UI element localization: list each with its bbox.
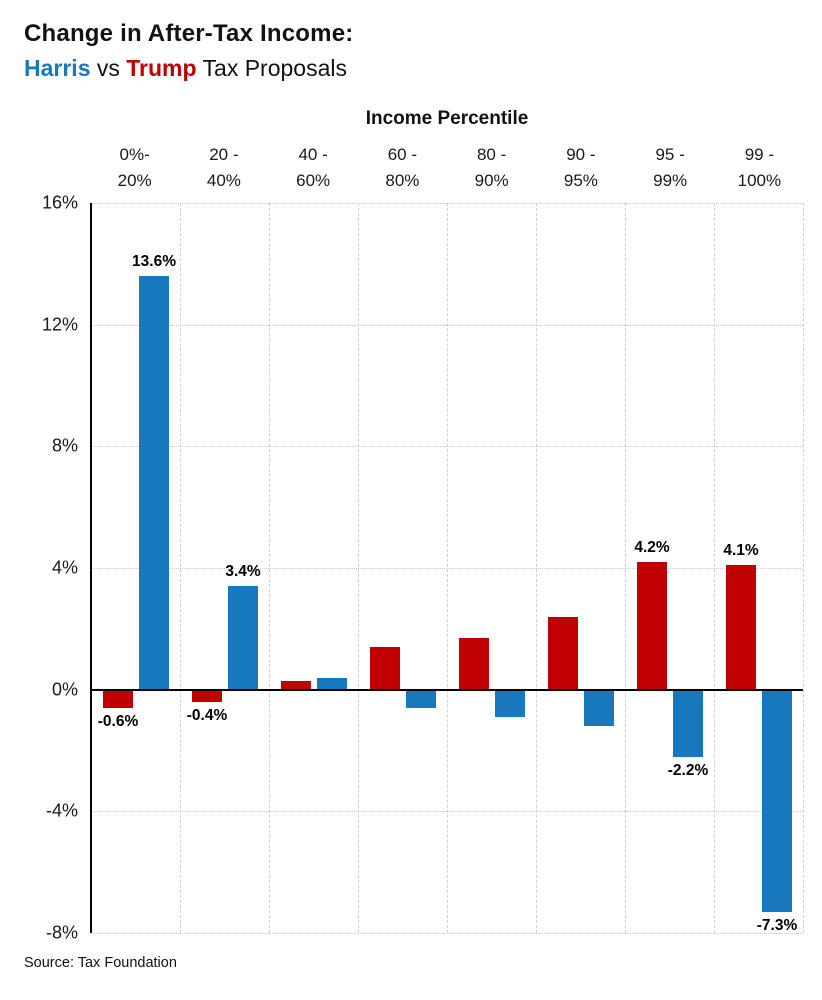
bar-trump xyxy=(103,689,133,708)
bar-trump xyxy=(459,637,489,690)
bar-value-label: -2.2% xyxy=(667,761,709,779)
category-label: 90 -95% xyxy=(563,145,598,190)
bar-trump xyxy=(192,689,222,702)
plot-area: -0.6% 13.6% -0.4% 3.4% 4.2% -2.2% 4.1% -7.3% xyxy=(90,203,804,934)
bar-value-label: 3.4% xyxy=(225,563,261,581)
bar-trump xyxy=(548,616,578,690)
source-note: Source: Tax Foundation xyxy=(24,955,177,971)
trump-label: Trump xyxy=(126,55,197,81)
category-label: 80 -90% xyxy=(474,145,509,190)
bar-harris xyxy=(673,689,703,757)
bar-harris xyxy=(317,677,347,690)
columns-layer: -0.6% 13.6% -0.4% 3.4% 4.2% -2.2% 4.1% -7.3% xyxy=(92,203,803,934)
y-tick-label: 8% xyxy=(51,435,78,456)
bar-trump xyxy=(637,561,667,690)
horizontal-gridline xyxy=(92,933,803,934)
subtitle-rest: Tax Proposals xyxy=(196,55,347,81)
category-label: 20 -40% xyxy=(206,145,241,190)
y-tick-label: 12% xyxy=(41,314,78,335)
horizontal-gridline xyxy=(92,568,803,569)
bar-trump xyxy=(370,647,400,690)
y-tick-label: 0% xyxy=(51,679,78,700)
category-column: -0.4% 3.4% xyxy=(180,203,269,933)
category-column: 4.1% -7.3% xyxy=(714,203,803,934)
category-label: 0%- 20% xyxy=(117,145,152,190)
harris-label: Harris xyxy=(24,55,91,81)
bar-harris xyxy=(495,689,525,718)
bar-value-label: 4.1% xyxy=(723,541,759,559)
bar-harris xyxy=(762,689,792,912)
category-label: 40 -60% xyxy=(296,145,331,190)
horizontal-gridline xyxy=(92,446,803,448)
x-axis-title: Income Percentile xyxy=(365,108,529,129)
page-subtitle: Harris vs Trump Tax Proposals xyxy=(24,55,804,82)
y-axis-labels: 16% 12% 8% 4% 0% -4% -8% xyxy=(24,193,90,943)
bar-harris xyxy=(584,689,614,727)
horizontal-gridline xyxy=(92,324,803,326)
bar-chart: Income Percentile 0%- 20% 20 -40% 40 -60% 60… xyxy=(24,108,804,943)
horizontal-gridline xyxy=(92,811,803,813)
category-label: 99 -100% xyxy=(737,145,782,190)
y-tick-label: 16% xyxy=(41,192,78,213)
bar-value-label: 4.2% xyxy=(634,538,670,556)
bar-harris xyxy=(139,276,169,690)
category-label: 60 -80% xyxy=(385,145,420,190)
bar-harris xyxy=(228,586,258,690)
zero-axis-line xyxy=(92,688,803,691)
bar-value-label: -7.3% xyxy=(756,916,798,934)
bar-harris xyxy=(406,689,436,708)
page-title: Change in After-Tax Income: xyxy=(24,20,354,47)
bar-trump xyxy=(726,564,756,690)
category-header-row: 0%- 20% 20 -40% 40 -60% 60 -80% 80 -90% 90 -95… xyxy=(90,142,804,193)
y-tick-label: -8% xyxy=(45,922,78,943)
vs-label: vs xyxy=(90,55,127,81)
bar-trump xyxy=(281,680,311,690)
bar-value-label: -0.4% xyxy=(186,706,228,724)
category-column: -0.6% 13.6% xyxy=(92,203,180,933)
y-tick-label: -4% xyxy=(45,800,78,821)
bar-value-label: 13.6% xyxy=(132,253,176,270)
plot-row: 16% 12% 8% 4% 0% -4% -8% -0.6% 13.6% -0.4% 3.4% 4.… xyxy=(24,193,804,943)
bar-value-label: -0.6% xyxy=(97,712,139,730)
y-tick-label: 4% xyxy=(51,557,78,578)
category-label: 95 -99% xyxy=(653,145,688,190)
horizontal-gridline xyxy=(92,203,803,204)
